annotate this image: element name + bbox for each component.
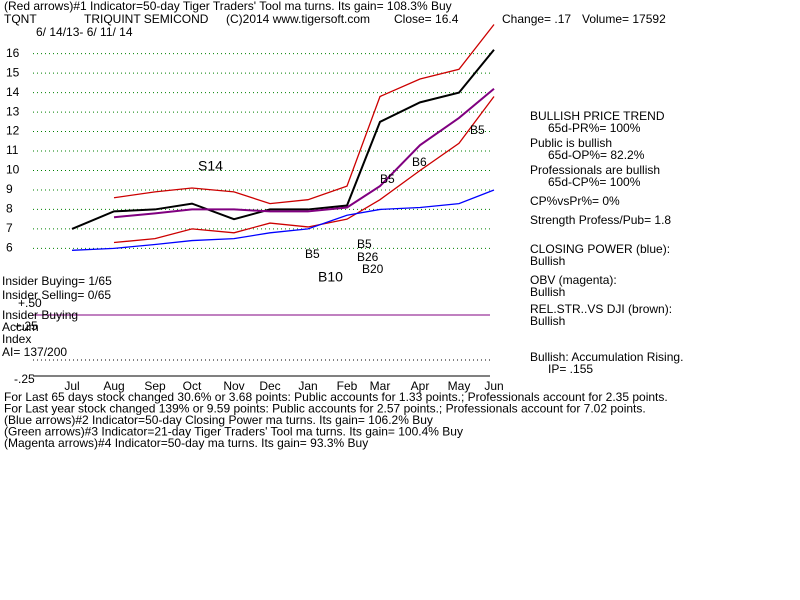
x-tick-label: Dec <box>259 379 280 393</box>
y-tick-label: 9 <box>6 182 13 196</box>
left-label: Insider Buying= 1/65 <box>2 274 112 288</box>
panel-text: Public is bullish <box>530 136 612 150</box>
header-text: (C)2014 www.tigersoft.com <box>226 12 370 26</box>
x-tick-label: May <box>448 379 471 393</box>
panel-text: 65d-OP%= 82.2% <box>548 148 645 162</box>
y-tick-label: 10 <box>6 163 20 177</box>
panel-text: Bullish <box>530 314 565 328</box>
panel-text: OBV (magenta): <box>530 273 617 287</box>
left-label: Insider Buying <box>2 308 78 322</box>
x-tick-label: Jan <box>298 379 317 393</box>
y-tick-label: 14 <box>6 85 20 99</box>
x-tick-label: Aug <box>103 379 124 393</box>
panel-text: BULLISH PRICE TREND <box>530 109 665 123</box>
footer-text: (Green arrows)#3 Indicator=21-day Tiger … <box>4 425 463 439</box>
header-text: TQNT <box>4 12 37 26</box>
panel-text: 65d-PR%= 100% <box>548 121 641 135</box>
panel-text: Professionals are bullish <box>530 163 660 177</box>
panel-text: Bullish <box>530 254 565 268</box>
header-text: TRIQUINT SEMICOND <box>84 12 209 26</box>
left-label: Index <box>2 332 31 346</box>
x-tick-label: Oct <box>183 379 202 393</box>
y-tick-label: 13 <box>6 104 20 118</box>
annotation: B5 <box>470 123 485 137</box>
annotation: B20 <box>362 262 384 276</box>
footer-text: For Last 65 days stock changed 30.6% or … <box>4 390 668 404</box>
annotation: B10 <box>318 269 343 285</box>
y-tick-label: 15 <box>6 65 20 79</box>
panel-text: 65d-CP%= 100% <box>548 175 641 189</box>
x-tick-label: Feb <box>337 379 358 393</box>
left-label: +.25 <box>14 319 38 333</box>
y-tick-label: 6 <box>6 241 13 255</box>
header-text: Close= 16.4 <box>394 12 459 26</box>
x-tick-label: Nov <box>223 379 244 393</box>
left-label: -.25 <box>14 372 35 386</box>
panel-text: Strength Profess/Pub= 1.8 <box>530 213 671 227</box>
annotation: B5 <box>305 247 320 261</box>
panel-text: IP= .155 <box>548 362 593 376</box>
left-label: Accum <box>2 320 39 334</box>
footer-text: (Magenta arrows)#4 Indicator=50-day ma t… <box>4 436 368 450</box>
panel-text: CLOSING POWER (blue): <box>530 242 670 256</box>
panel-text: CP%vsPr%= 0% <box>530 194 620 208</box>
x-tick-label: Jul <box>64 379 79 393</box>
annotation: B5 <box>380 172 395 186</box>
annotation: B26 <box>357 250 379 264</box>
x-tick-label: Jun <box>484 379 503 393</box>
header-text: (Red arrows)#1 Indicator=50-day Tiger Tr… <box>4 0 452 13</box>
left-label: +.50 <box>18 296 42 310</box>
y-tick-label: 16 <box>6 46 20 60</box>
y-tick-label: 8 <box>6 202 13 216</box>
footer-text: (Blue arrows)#2 Indicator=50-day Closing… <box>4 413 433 427</box>
header-text: Change= .17 <box>502 12 571 26</box>
subtitle: 6/ 14/13- 6/ 11/ 14 <box>36 25 133 39</box>
series-line <box>71 49 495 230</box>
y-tick-label: 7 <box>6 221 13 235</box>
panel-text: Bullish: Accumulation Rising. <box>530 350 683 364</box>
left-label: AI= 137/200 <box>2 345 67 359</box>
annotation: S14 <box>198 158 223 174</box>
y-tick-label: 12 <box>6 124 20 138</box>
y-tick-label: 11 <box>6 143 19 157</box>
x-tick-label: Sep <box>144 379 166 393</box>
panel-text: REL.STR..VS DJI (brown): <box>530 302 672 316</box>
annotation: B6 <box>412 155 427 169</box>
left-label: Insider Selling= 0/65 <box>2 288 111 302</box>
series-line <box>113 24 495 205</box>
footer-text: For Last year stock changed 139% or 9.59… <box>4 402 646 416</box>
series-line <box>113 96 495 244</box>
x-tick-label: Mar <box>370 379 391 393</box>
x-tick-label: Apr <box>411 379 430 393</box>
panel-text: Bullish <box>530 285 565 299</box>
series-line <box>71 189 495 251</box>
header-text: Volume= 17592 <box>582 12 666 26</box>
series-line <box>113 87 495 219</box>
annotation: B5 <box>357 237 372 251</box>
